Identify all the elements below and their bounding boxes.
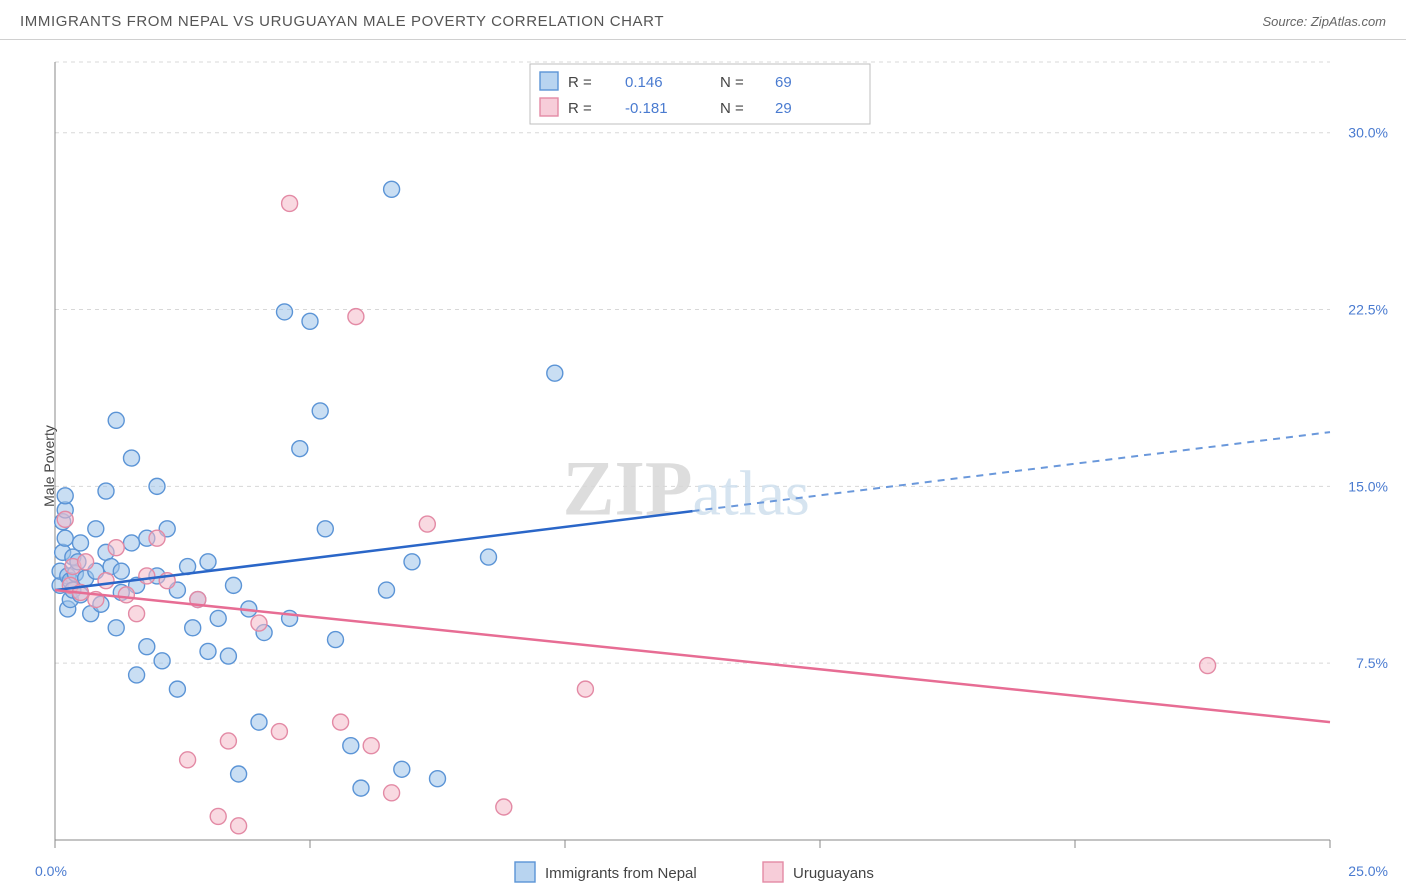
stats-legend-R-value-nepal: 0.146 <box>625 74 663 91</box>
scatter-point-uruguay <box>251 615 267 631</box>
scatter-point-nepal <box>317 521 333 537</box>
scatter-point-uruguay <box>333 714 349 730</box>
scatter-point-uruguay <box>231 818 247 834</box>
series-legend: Immigrants from Nepal Uruguayans <box>515 862 874 882</box>
scatter-point-nepal <box>430 771 446 787</box>
scatter-point-uruguay <box>149 530 165 546</box>
y-tick-label: 22.5% <box>1348 302 1388 318</box>
scatter-point-uruguay <box>129 606 145 622</box>
scatter-point-nepal <box>154 653 170 669</box>
scatter-point-nepal <box>113 563 129 579</box>
stats-legend-N-label: N = <box>720 74 744 91</box>
scatter-point-nepal <box>124 535 140 551</box>
scatter-point-nepal <box>384 181 400 197</box>
scatter-point-nepal <box>302 313 318 329</box>
watermark: ZIPatlas <box>563 444 810 531</box>
scatter-point-uruguay <box>118 587 134 603</box>
chart-area: Male Poverty 7.5% 15.0% 22.5% 30.0% ZIPatlas… <box>0 40 1406 892</box>
scatter-point-uruguay <box>108 540 124 556</box>
scatter-point-nepal <box>57 488 73 504</box>
x-tick-label: 0.0% <box>35 863 67 879</box>
scatter-point-uruguay <box>210 808 226 824</box>
scatter-point-uruguay <box>348 309 364 325</box>
chart-header: IMMIGRANTS FROM NEPAL VS URUGUAYAN MALE … <box>0 0 1406 40</box>
scatter-point-uruguay <box>98 573 114 589</box>
scatter-point-nepal <box>57 530 73 546</box>
scatter-point-uruguay <box>577 681 593 697</box>
scatter-point-nepal <box>353 780 369 796</box>
chart-svg: 7.5% 15.0% 22.5% 30.0% ZIPatlas 0.0% 25.0% R = 0… <box>0 40 1406 892</box>
source-label: Source: ZipAtlas.com <box>1262 14 1386 29</box>
scatter-point-nepal <box>98 483 114 499</box>
scatter-point-nepal <box>394 761 410 777</box>
scatter-point-nepal <box>149 478 165 494</box>
stats-legend-swatch-uruguay <box>540 98 558 116</box>
scatter-point-nepal <box>139 639 155 655</box>
scatter-point-nepal <box>481 549 497 565</box>
stats-legend-swatch-nepal <box>540 72 558 90</box>
stats-legend-N-value-uruguay: 29 <box>775 100 792 117</box>
scatter-point-nepal <box>277 304 293 320</box>
scatter-point-uruguay <box>282 195 298 211</box>
x-tick-label: 25.0% <box>1348 863 1388 879</box>
y-axis-label: Male Poverty <box>41 425 57 507</box>
scatter-point-nepal <box>547 365 563 381</box>
scatter-point-nepal <box>169 681 185 697</box>
scatter-point-uruguay <box>220 733 236 749</box>
stats-legend-R-value-uruguay: -0.181 <box>625 100 668 117</box>
scatter-point-nepal <box>404 554 420 570</box>
scatter-point-uruguay <box>496 799 512 815</box>
scatter-point-uruguay <box>363 738 379 754</box>
scatter-point-nepal <box>73 535 89 551</box>
scatter-point-uruguay <box>384 785 400 801</box>
scatter-point-nepal <box>210 610 226 626</box>
scatter-point-nepal <box>185 620 201 636</box>
series-legend-swatch-uruguay <box>763 862 783 882</box>
stats-legend-R-label: R = <box>568 100 592 117</box>
scatter-point-uruguay <box>78 554 94 570</box>
scatter-point-uruguay <box>419 516 435 532</box>
scatter-point-uruguay <box>1200 658 1216 674</box>
scatter-point-nepal <box>292 441 308 457</box>
scatter-point-nepal <box>124 450 140 466</box>
scatter-point-uruguay <box>57 511 73 527</box>
scatter-point-nepal <box>129 667 145 683</box>
scatter-point-nepal <box>379 582 395 598</box>
trend-line-nepal <box>55 511 693 590</box>
stats-legend-N-value-nepal: 69 <box>775 74 792 91</box>
scatter-point-nepal <box>220 648 236 664</box>
series-legend-label-nepal: Immigrants from Nepal <box>545 865 697 882</box>
y-tick-label: 15.0% <box>1348 478 1388 494</box>
scatter-point-nepal <box>343 738 359 754</box>
trend-line-uruguay <box>55 590 1330 722</box>
chart-title: IMMIGRANTS FROM NEPAL VS URUGUAYAN MALE … <box>20 13 664 30</box>
series-legend-swatch-nepal <box>515 862 535 882</box>
scatter-point-nepal <box>328 632 344 648</box>
scatter-point-nepal <box>200 643 216 659</box>
series-legend-label-uruguay: Uruguayans <box>793 865 874 882</box>
stats-legend-N-label: N = <box>720 100 744 117</box>
y-tick-label: 7.5% <box>1356 655 1388 671</box>
scatter-point-nepal <box>231 766 247 782</box>
scatter-point-nepal <box>200 554 216 570</box>
scatter-point-uruguay <box>180 752 196 768</box>
scatter-point-nepal <box>108 620 124 636</box>
scatter-point-nepal <box>88 521 104 537</box>
y-tick-label: 30.0% <box>1348 125 1388 141</box>
scatter-point-nepal <box>251 714 267 730</box>
scatter-point-nepal <box>108 412 124 428</box>
scatter-point-uruguay <box>139 568 155 584</box>
scatter-point-nepal <box>226 577 242 593</box>
scatter-point-nepal <box>312 403 328 419</box>
scatter-point-uruguay <box>271 724 287 740</box>
stats-legend-R-label: R = <box>568 74 592 91</box>
